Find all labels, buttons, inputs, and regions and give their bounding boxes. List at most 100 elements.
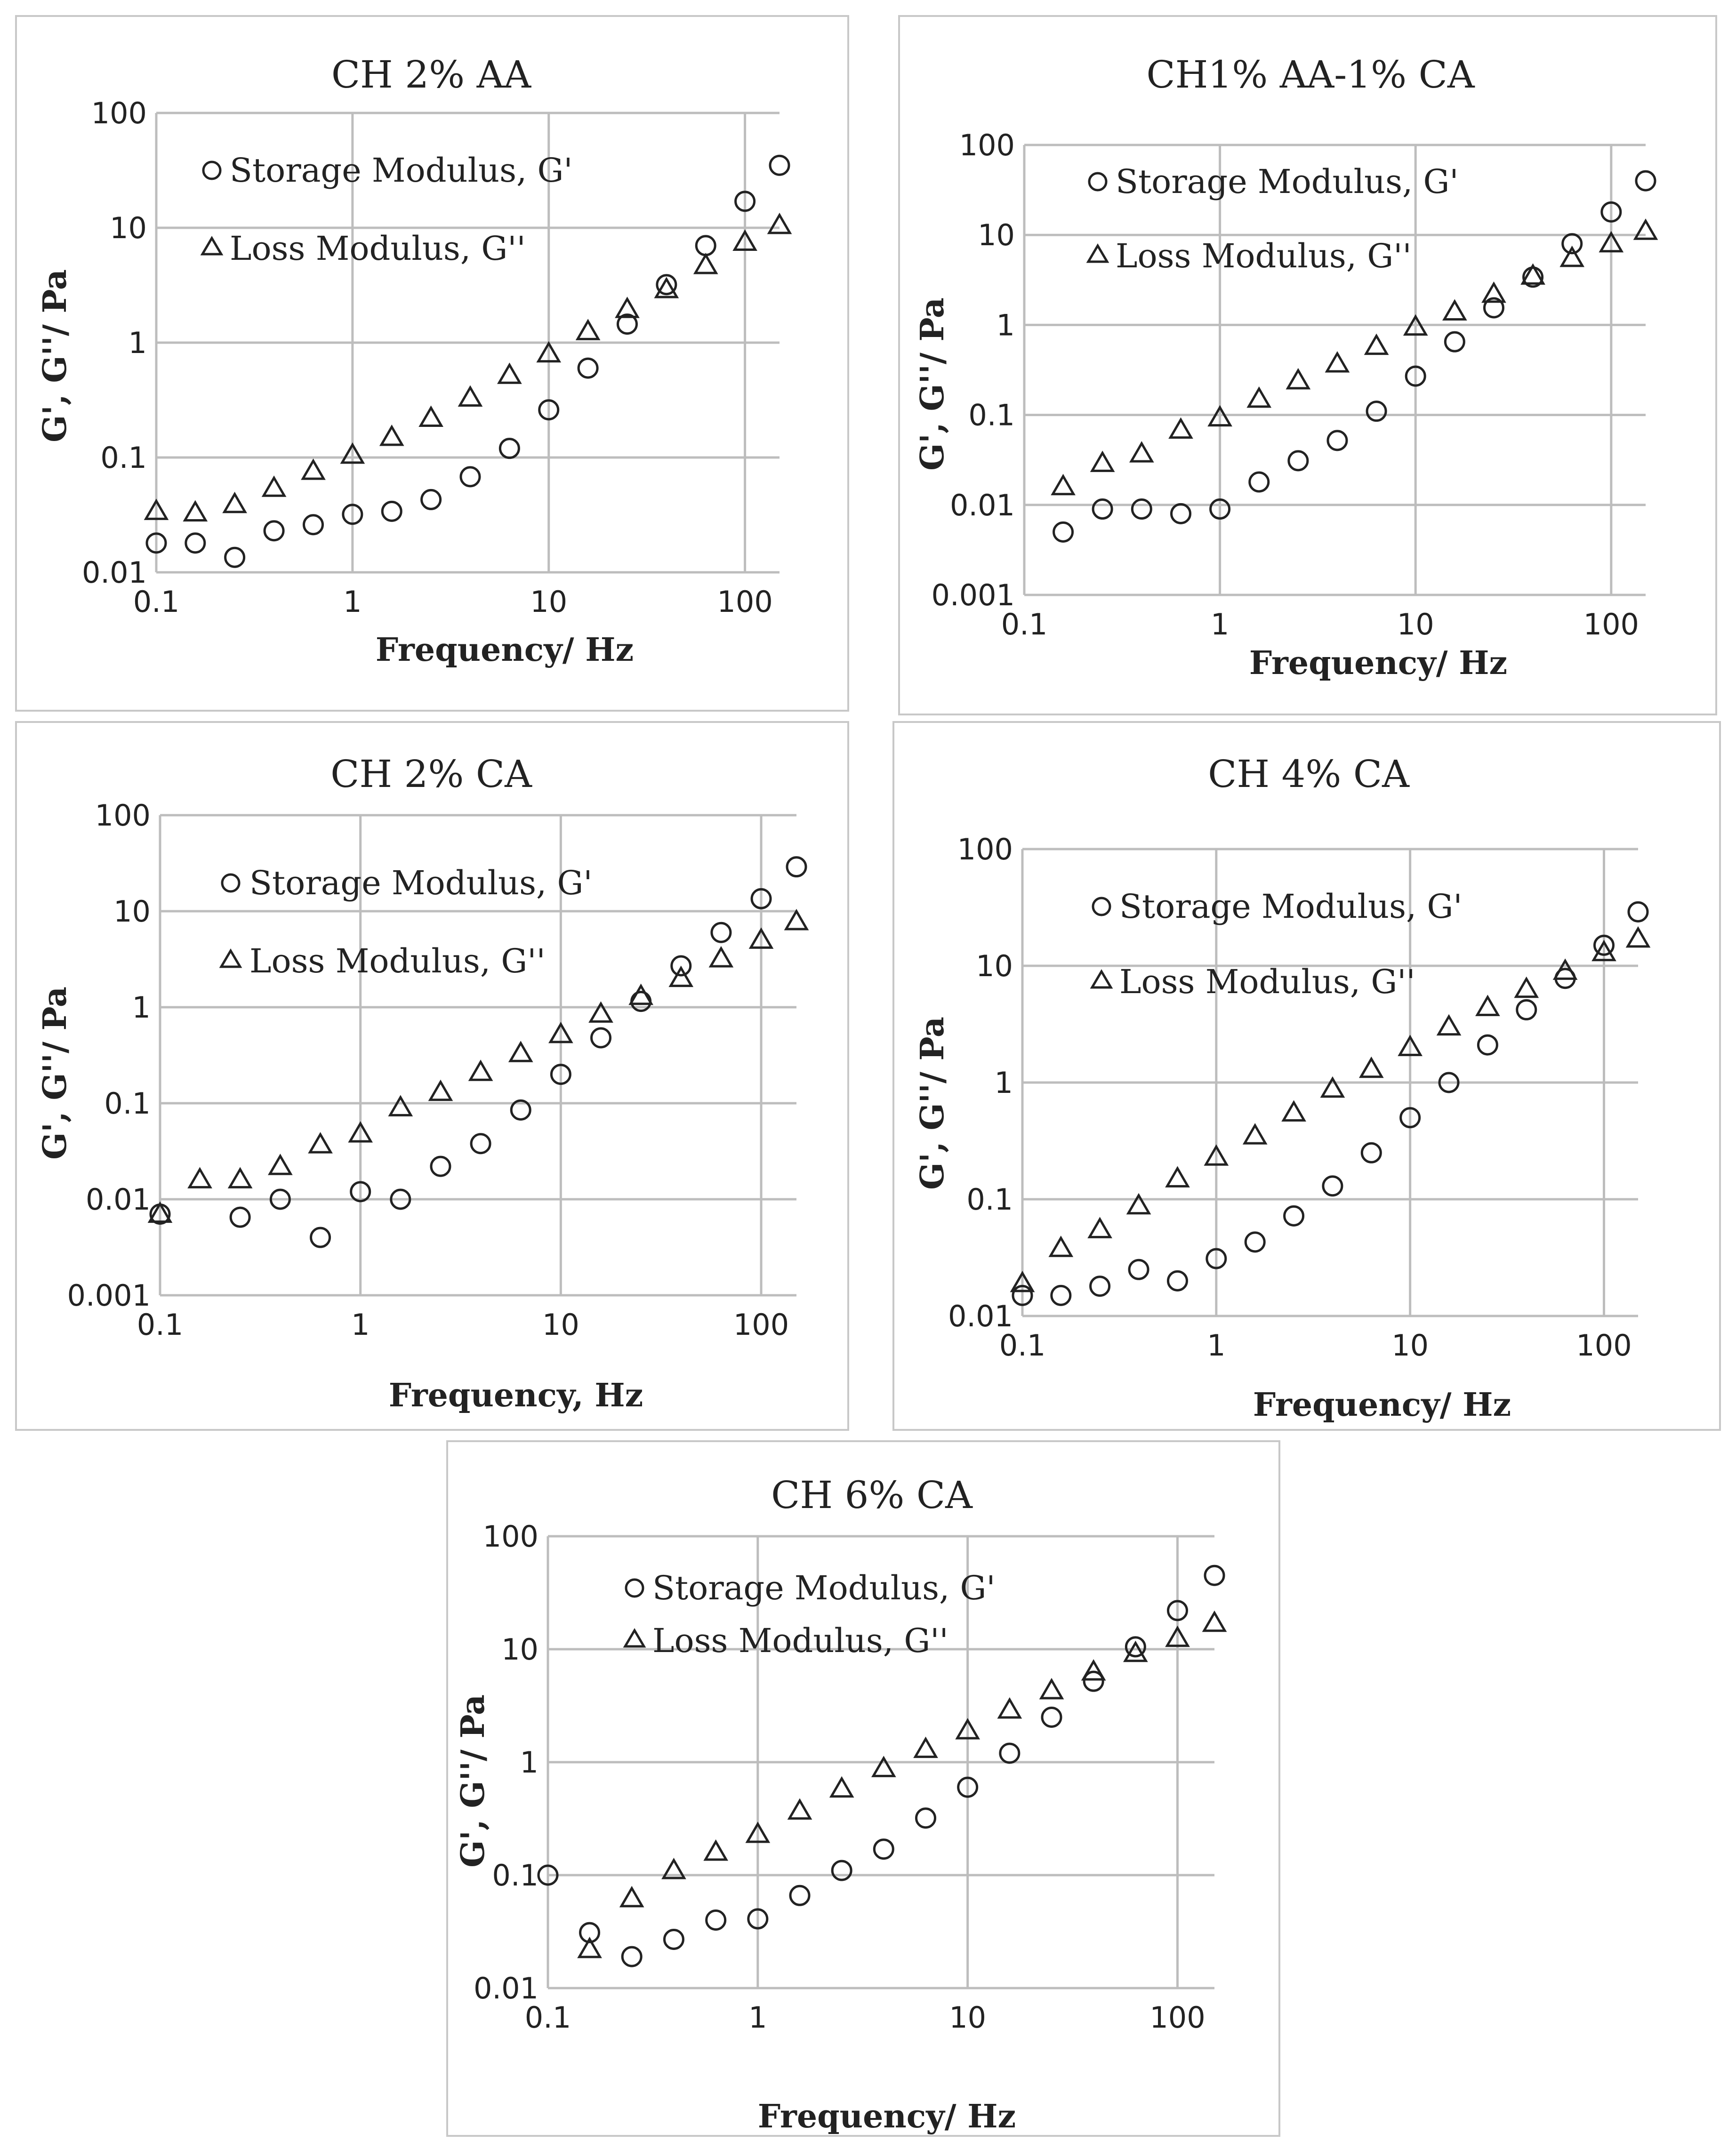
x-axis-label: Frequency, Hz bbox=[389, 1377, 643, 1414]
loss-modulus-point bbox=[497, 362, 522, 384]
storage-modulus-point bbox=[1012, 1284, 1033, 1306]
loss-modulus-point bbox=[787, 1798, 812, 1820]
loss-modulus-point bbox=[379, 425, 404, 446]
storage-modulus-point bbox=[1360, 1142, 1382, 1163]
chart-panel-ch-2pct-ca: CH 2% CA 0.001 0.01 0.1 1 10 100 0.1 1 10 100 Sto… bbox=[15, 721, 849, 1431]
loss-modulus-point bbox=[1403, 314, 1428, 336]
storage-modulus-point bbox=[789, 1885, 811, 1906]
loss-modulus-point bbox=[1168, 417, 1193, 439]
y-tick-label: 0.01 bbox=[86, 1182, 151, 1217]
x-tick-label: 10 bbox=[1391, 1328, 1429, 1363]
storage-modulus-point bbox=[550, 1064, 571, 1085]
loss-modulus-point bbox=[468, 1059, 493, 1081]
legend-label-storage: Storage Modulus, G' bbox=[230, 151, 573, 190]
storage-modulus-point bbox=[1287, 450, 1309, 472]
loss-modulus-point bbox=[458, 385, 483, 407]
loss-modulus-point bbox=[732, 229, 757, 251]
data-markers bbox=[1051, 170, 1658, 543]
legend-triangle-icon bbox=[219, 948, 242, 968]
loss-modulus-point bbox=[829, 1776, 854, 1798]
storage-modulus-point bbox=[342, 504, 363, 525]
storage-modulus-point bbox=[957, 1776, 979, 1798]
legend-triangle-icon bbox=[1090, 969, 1113, 989]
storage-modulus-point bbox=[1209, 498, 1231, 520]
storage-modulus-point bbox=[420, 489, 442, 510]
y-axis-label: G', G''/ Pa bbox=[914, 1017, 951, 1190]
legend-label-storage: Storage Modulus, G' bbox=[249, 864, 593, 902]
loss-modulus-point bbox=[708, 946, 734, 968]
x-tick-label: 1 bbox=[748, 2000, 767, 2035]
storage-modulus-point bbox=[510, 1099, 531, 1121]
loss-modulus-point bbox=[308, 1132, 333, 1154]
storage-modulus-point bbox=[579, 1922, 601, 1943]
legend-label-loss: Loss Modulus, G'' bbox=[249, 942, 546, 980]
chart-panel-ch1pct-aa-1pct-ca: CH1% AA-1% CA 0.001 0.01 0.1 1 10 100 0.1 1 10 10… bbox=[898, 15, 1717, 715]
loss-modulus-point bbox=[1286, 368, 1311, 390]
loss-modulus-point bbox=[428, 1079, 453, 1101]
loss-modulus-point bbox=[1129, 441, 1154, 463]
x-tick-label: 10 bbox=[949, 2000, 986, 2035]
loss-modulus-point bbox=[1436, 1014, 1462, 1036]
legend-label-loss: Loss Modulus, G'' bbox=[652, 1621, 948, 1660]
gridlines bbox=[1021, 848, 1638, 1317]
legend-circle-icon bbox=[1088, 172, 1108, 192]
storage-modulus-point bbox=[1244, 1231, 1266, 1253]
storage-modulus-point bbox=[1166, 1600, 1188, 1621]
y-tick-label: 10 bbox=[976, 949, 1013, 983]
chart-svg: CH 2% CA 0.001 0.01 0.1 1 10 100 0.1 1 10 100 Sto… bbox=[36, 752, 809, 1414]
legend-triangle-icon bbox=[623, 1628, 646, 1648]
storage-modulus-point bbox=[537, 1864, 559, 1886]
storage-modulus-point bbox=[577, 357, 599, 379]
loss-modulus-point bbox=[654, 277, 679, 298]
y-tick-label: 10 bbox=[978, 218, 1015, 252]
loss-modulus-point bbox=[1202, 1610, 1227, 1632]
storage-modulus-point bbox=[229, 1206, 251, 1228]
loss-modulus-point bbox=[147, 1201, 173, 1223]
loss-modulus-point bbox=[144, 498, 169, 520]
storage-modulus-point bbox=[1206, 1248, 1227, 1269]
loss-modulus-point bbox=[588, 1001, 613, 1023]
storage-modulus-point bbox=[1166, 1270, 1188, 1292]
loss-modulus-point bbox=[628, 983, 653, 1005]
loss-modulus-point bbox=[577, 1936, 602, 1958]
storage-modulus-point bbox=[769, 154, 790, 176]
loss-modulus-point bbox=[222, 491, 247, 513]
loss-modulus-point bbox=[1246, 386, 1272, 408]
y-tick-label: 1 bbox=[995, 1066, 1013, 1100]
chart-panel-ch-2pct-aa: CH 2% AA 0.01 0.1 1 10 100 0.1 1 10 100 Storage … bbox=[15, 15, 849, 712]
y-tick-label: 100 bbox=[483, 1519, 538, 1554]
data-markers bbox=[144, 154, 792, 568]
x-tick-label: 1 bbox=[1211, 607, 1229, 642]
storage-modulus-point bbox=[1170, 503, 1191, 524]
storage-modulus-point bbox=[1600, 201, 1622, 223]
storage-modulus-point bbox=[310, 1227, 331, 1248]
x-tick-label: 1 bbox=[343, 585, 362, 619]
loss-modulus-point bbox=[703, 1839, 729, 1861]
loss-modulus-point bbox=[548, 1021, 573, 1043]
legend-label-storage: Storage Modulus, G' bbox=[1116, 162, 1459, 201]
x-tick-label: 0.1 bbox=[133, 585, 180, 619]
storage-modulus-point bbox=[1516, 999, 1537, 1020]
chart-svg: CH1% AA-1% CA 0.001 0.01 0.1 1 10 100 0.1 1 10 10… bbox=[914, 53, 1658, 682]
loss-modulus-point bbox=[1633, 218, 1658, 240]
chart-title: CH1% AA-1% CA bbox=[1146, 53, 1475, 96]
y-tick-label: 0.01 bbox=[82, 555, 147, 590]
data-markers bbox=[1010, 901, 1651, 1306]
legend: Storage Modulus, G' Loss Modulus, G'' bbox=[1086, 162, 1459, 275]
loss-modulus-point bbox=[615, 297, 640, 318]
storage-modulus-point bbox=[1131, 498, 1152, 520]
y-tick-label: 0.01 bbox=[950, 488, 1015, 522]
loss-modulus-point bbox=[1126, 1193, 1151, 1215]
loss-modulus-point bbox=[668, 965, 694, 987]
y-tick-label: 0.1 bbox=[966, 1182, 1013, 1217]
x-axis-label: Frequency/ Hz bbox=[376, 631, 634, 669]
storage-modulus-point bbox=[705, 1909, 727, 1931]
storage-modulus-point bbox=[1204, 1564, 1225, 1586]
loss-modulus-point bbox=[1364, 333, 1389, 355]
storage-modulus-point bbox=[145, 532, 167, 554]
y-tick-label: 1 bbox=[997, 308, 1015, 342]
gridlines bbox=[1023, 144, 1646, 596]
loss-modulus-point bbox=[871, 1756, 896, 1777]
legend-label-loss: Loss Modulus, G'' bbox=[1116, 237, 1412, 275]
